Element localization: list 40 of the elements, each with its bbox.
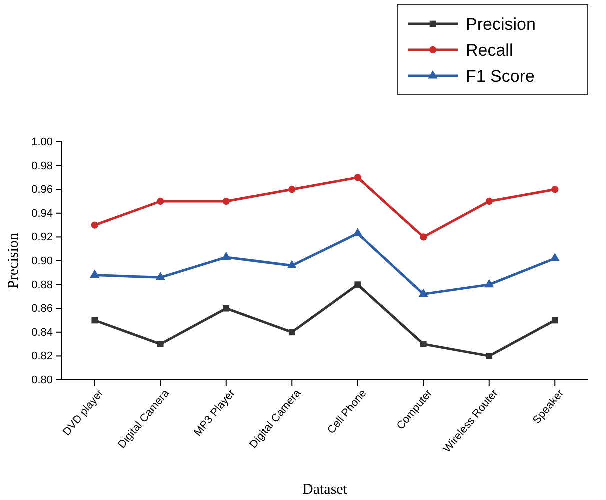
y-tick-label: 0.84 (32, 326, 53, 339)
point (486, 353, 493, 360)
y-tick-label: 0.86 (32, 303, 53, 316)
x-axis-title: Dataset (302, 482, 348, 498)
point (222, 198, 230, 206)
legend-label: Recall (466, 41, 514, 60)
point (90, 270, 100, 278)
point (420, 341, 427, 348)
point (486, 198, 493, 206)
y-tick-label: 0.92 (32, 232, 53, 244)
point (91, 222, 98, 229)
y-tick-label: 0.90 (32, 256, 53, 268)
legend-label: Precision (466, 15, 536, 34)
y-tick-label: 1.00 (32, 136, 53, 149)
point (484, 279, 494, 288)
y-tick-label: 0.82 (32, 350, 53, 363)
point (287, 260, 297, 269)
point (223, 305, 230, 312)
point (552, 186, 559, 194)
y-axis-title: Precision (6, 232, 22, 289)
y-tick-label: 0.88 (32, 279, 53, 292)
point (420, 234, 428, 241)
y-tick-label: 0.80 (32, 374, 53, 387)
point (550, 253, 560, 262)
point (288, 329, 296, 336)
point (354, 282, 362, 288)
point (222, 252, 232, 260)
point (552, 317, 558, 324)
y-tick-label: 0.98 (32, 160, 53, 172)
point (157, 198, 164, 206)
point (288, 186, 296, 194)
point (418, 288, 428, 298)
y-tick-label: 0.94 (32, 208, 53, 220)
point (353, 228, 363, 236)
point (92, 317, 98, 324)
point (354, 174, 362, 182)
y-tick-label: 0.96 (32, 184, 53, 196)
point (156, 272, 166, 280)
point (157, 341, 164, 348)
legend-label: F1 Score (466, 67, 535, 86)
